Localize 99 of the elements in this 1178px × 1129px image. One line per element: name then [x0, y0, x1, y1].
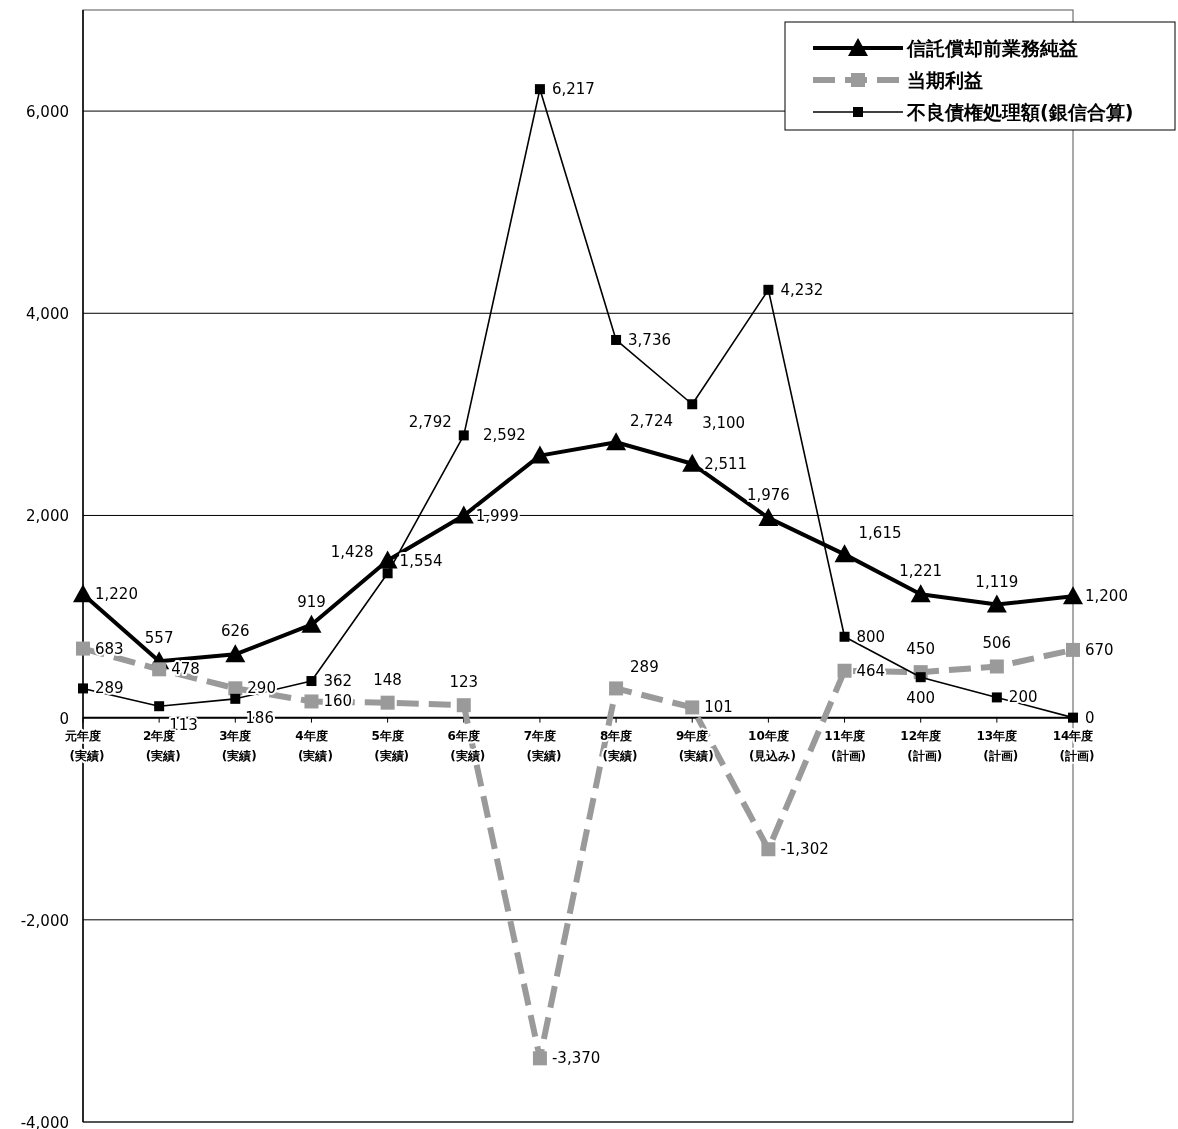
y-tick-label: 2,000 [26, 507, 69, 526]
point [758, 507, 779, 526]
y-tick-label: 6,000 [26, 103, 69, 122]
data-label: 670 [1085, 640, 1114, 659]
point [154, 701, 165, 712]
legend-label: 不良債権処理額(銀信合算) [906, 101, 1134, 123]
data-label: 557 [144, 629, 174, 648]
data-label: 478 [171, 660, 200, 679]
data-label: 1,220 [95, 585, 138, 604]
point [1063, 586, 1083, 605]
point [382, 568, 393, 579]
y-tick-label: -4,000 [20, 1114, 69, 1129]
data-label: 289 [630, 658, 659, 677]
point [606, 432, 627, 451]
point [910, 584, 931, 603]
data-label: 3,100 [702, 414, 746, 433]
legend-label: 信託償却前業務純益 [906, 37, 1078, 59]
y-tick-label: -2,000 [20, 911, 69, 930]
data-label: 400 [906, 689, 936, 708]
point [152, 662, 167, 677]
data-label: 1,221 [899, 562, 943, 581]
point [304, 694, 319, 709]
point [532, 1051, 547, 1066]
data-label: 200 [1008, 688, 1038, 707]
data-label: 289 [95, 679, 124, 698]
data-label: 1,976 [746, 485, 790, 504]
x-tick-label: 13年度(計画) [976, 728, 1019, 763]
point [991, 692, 1002, 703]
point [685, 700, 700, 715]
point [989, 659, 1004, 674]
point [837, 663, 852, 678]
x-tick-label: 5年度(実績) [371, 728, 410, 763]
point [230, 693, 241, 704]
data-label: 2,724 [630, 412, 674, 431]
point [1066, 642, 1080, 657]
x-tick-label: 6年度(実績) [447, 728, 486, 763]
data-label: 4,232 [780, 280, 824, 299]
x-tick-label: 12年度(計画) [900, 728, 943, 763]
point [301, 614, 322, 633]
point [611, 334, 622, 345]
point [534, 84, 545, 95]
data-label: 450 [906, 640, 936, 659]
point [687, 399, 698, 410]
point [377, 550, 398, 569]
data-label: 919 [297, 592, 326, 611]
x-tick-label: 14年度(計画) [1052, 728, 1095, 763]
point [306, 676, 317, 687]
point [609, 681, 624, 696]
data-label: 464 [856, 661, 886, 680]
data-label: 506 [982, 634, 1012, 653]
data-label: 6,217 [551, 80, 595, 99]
point [380, 695, 395, 710]
data-label: 3,736 [628, 330, 672, 349]
x-tick-label: 8年度(実績) [599, 728, 638, 763]
point [682, 453, 703, 472]
data-label: 101 [704, 698, 733, 717]
data-label: 2,511 [704, 454, 748, 473]
point [458, 430, 469, 441]
x-tick-label: 4年度(実績) [295, 728, 333, 763]
data-label: 683 [95, 639, 124, 658]
x-tick-label: 9年度(実績) [676, 728, 714, 763]
point [915, 672, 926, 683]
data-label: 1,554 [399, 551, 443, 570]
data-label: 2,792 [408, 413, 452, 432]
data-label: 1,200 [1085, 587, 1128, 606]
data-label: 1,119 [975, 572, 1019, 591]
point [76, 641, 90, 656]
data-label: 1,428 [330, 543, 374, 562]
data-label: 123 [449, 673, 479, 692]
x-tick-label: 11年度(計画) [824, 728, 867, 763]
data-label: 0 [1085, 708, 1095, 727]
point [78, 683, 88, 694]
point [73, 584, 93, 603]
point [225, 644, 246, 663]
point [834, 544, 855, 563]
point [456, 698, 471, 713]
x-tick-label: 3年度(実績) [219, 728, 257, 763]
data-label: -3,370 [551, 1049, 601, 1068]
point [761, 842, 776, 857]
legend-label: 当期利益 [907, 69, 983, 91]
data-label: 2,592 [482, 425, 526, 444]
point [763, 284, 774, 295]
point [1068, 712, 1078, 723]
x-tick-label: 7年度(実績) [523, 728, 562, 763]
data-label: 800 [856, 627, 886, 646]
data-label: 1,615 [858, 524, 902, 543]
point [839, 631, 850, 642]
data-label: 626 [220, 622, 250, 641]
data-label: 362 [323, 672, 353, 691]
x-tick-label: 10年度(見込み) [748, 728, 796, 763]
data-label: -1,302 [780, 840, 829, 859]
point [986, 594, 1007, 613]
point [453, 505, 474, 524]
y-tick-label: 4,000 [26, 305, 69, 324]
point [529, 445, 550, 464]
data-label: 160 [323, 692, 353, 711]
y-tick-label: 0 [59, 709, 69, 728]
data-label: 148 [373, 670, 402, 689]
point [228, 681, 243, 696]
